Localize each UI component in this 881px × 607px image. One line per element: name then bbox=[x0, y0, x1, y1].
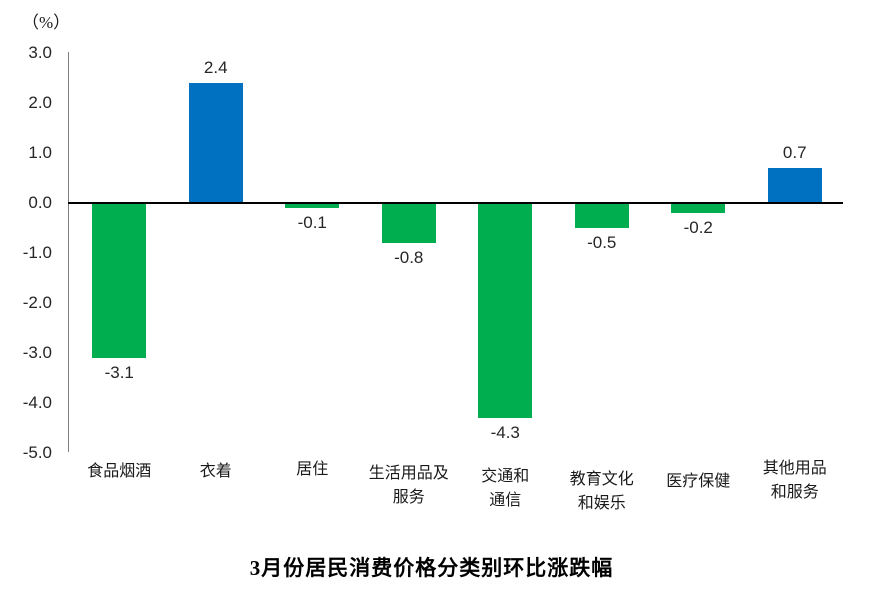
chart-title: 3月份居民消费价格分类别环比涨跌幅 bbox=[249, 556, 614, 580]
y-axis-unit-label: （%） bbox=[22, 13, 71, 32]
category-label-line: 交通和 bbox=[481, 468, 530, 485]
bar-交通和通信 bbox=[478, 203, 533, 418]
category-label-line: 食品烟酒 bbox=[87, 463, 152, 480]
y-axis-tick-label: -5.0 bbox=[22, 443, 52, 462]
y-axis-tick-label: 0.0 bbox=[28, 193, 52, 212]
bar-其他用品和服务 bbox=[767, 168, 822, 203]
y-axis-line bbox=[68, 52, 69, 452]
bar-value-label: -3.1 bbox=[104, 363, 134, 382]
category-label-交通和通信: 交通和 通信 bbox=[449, 465, 561, 513]
x-axis-zero-line bbox=[68, 202, 843, 204]
bar-value-label: 0.7 bbox=[782, 143, 807, 162]
bar-医疗保健 bbox=[671, 203, 726, 213]
y-axis-tick-label: -2.0 bbox=[22, 293, 52, 312]
bar-value-label: -0.8 bbox=[394, 248, 424, 267]
bar-value-label: -0.1 bbox=[297, 213, 327, 232]
bar-生活用品及服务 bbox=[381, 203, 436, 243]
bar-衣着 bbox=[188, 83, 243, 203]
y-axis-tick-label: -3.0 bbox=[22, 343, 52, 362]
category-label-生活用品及服务: 生活用品及 服务 bbox=[353, 462, 465, 510]
category-label-衣着: 衣着 bbox=[160, 460, 272, 484]
category-label-居住: 居住 bbox=[256, 458, 368, 482]
category-label-line: 居住 bbox=[296, 461, 329, 478]
y-axis-tick-label: 3.0 bbox=[28, 43, 52, 62]
category-label-line: 和服务 bbox=[770, 484, 819, 501]
category-label-食品烟酒: 食品烟酒 bbox=[63, 460, 175, 484]
category-label-line: 其他用品 bbox=[762, 460, 827, 477]
y-axis-tick-label: 1.0 bbox=[28, 143, 52, 162]
bar-居住 bbox=[285, 203, 340, 208]
y-axis-tick-label: 2.0 bbox=[28, 93, 52, 112]
category-label-line: 服务 bbox=[392, 489, 425, 506]
category-label-line: 生活用品及 bbox=[368, 465, 449, 482]
category-label-医疗保健: 医疗保健 bbox=[642, 470, 754, 494]
category-label-其他用品和服务: 其他用品 和服务 bbox=[739, 457, 851, 505]
category-label-line: 教育文化 bbox=[569, 471, 634, 488]
bar-value-label: 2.4 bbox=[203, 58, 228, 77]
bar-value-label: -0.2 bbox=[683, 218, 713, 237]
y-axis-tick-label: -4.0 bbox=[22, 393, 52, 412]
bar-教育文化和娱乐 bbox=[574, 203, 629, 228]
category-label-line: 衣着 bbox=[199, 463, 232, 480]
category-label-line: 医疗保健 bbox=[666, 473, 731, 490]
category-label-line: 和娱乐 bbox=[577, 495, 626, 512]
bar-value-label: -4.3 bbox=[490, 423, 520, 442]
category-label-line: 通信 bbox=[489, 492, 522, 509]
bar-食品烟酒 bbox=[92, 203, 147, 358]
bar-value-label: -0.5 bbox=[587, 233, 617, 252]
y-axis-tick-label: -1.0 bbox=[22, 243, 52, 262]
category-label-教育文化和娱乐: 教育文化 和娱乐 bbox=[546, 468, 658, 516]
